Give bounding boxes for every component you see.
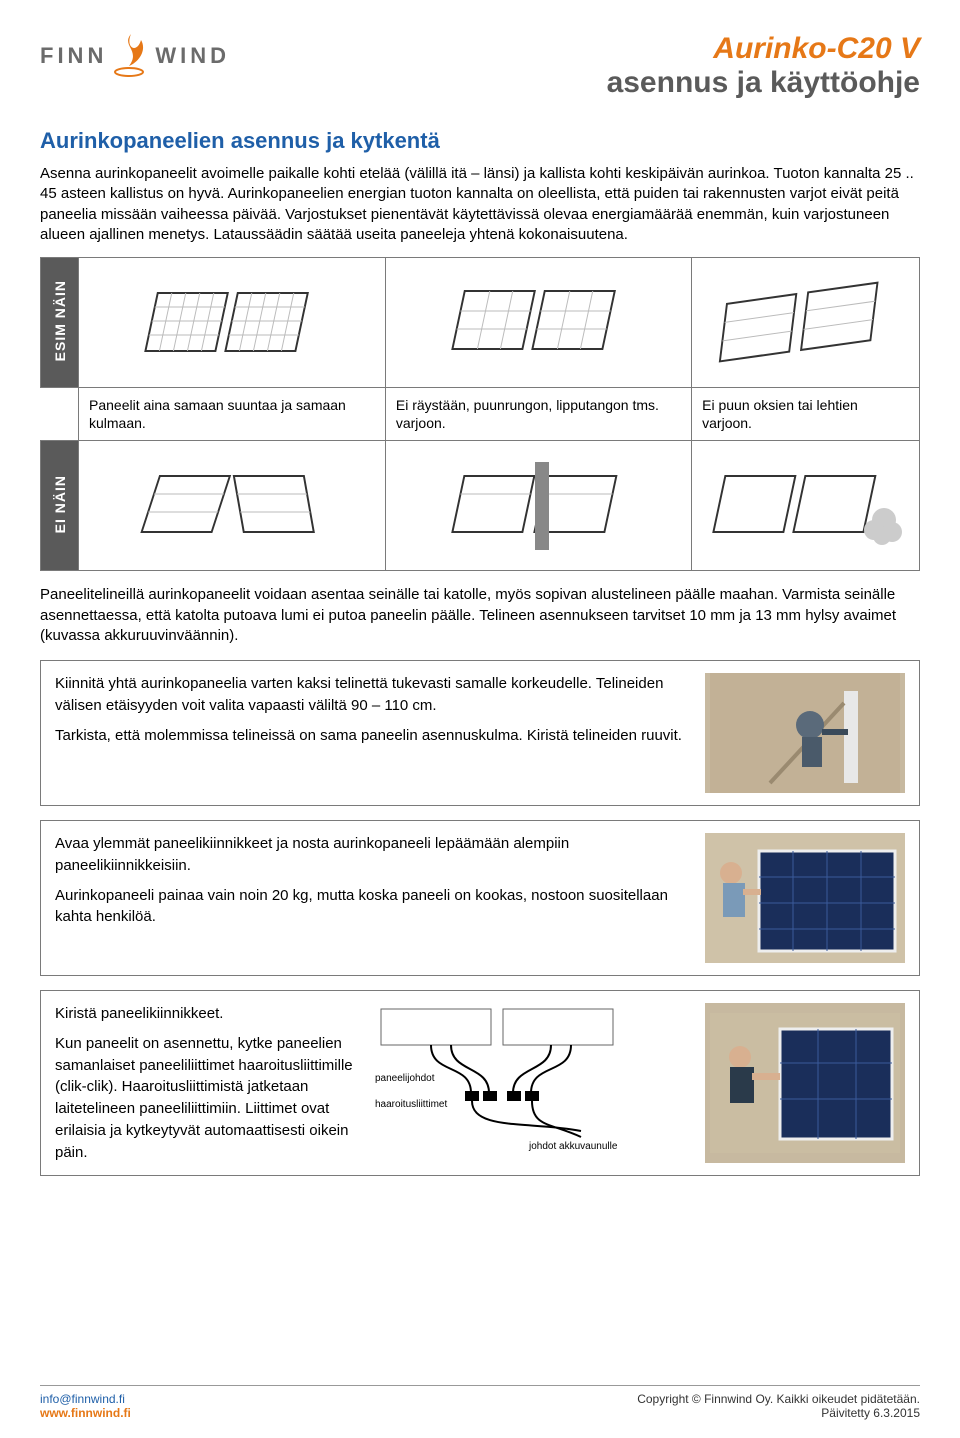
- esim-cell-2: [385, 258, 691, 388]
- ei-cell-1: [79, 441, 386, 571]
- step2-photo: [705, 833, 905, 963]
- caption-2: Ei räystään, puunrungon, lipputangon tms…: [385, 388, 691, 441]
- caption-1: Paneelit aina samaan suuntaa ja samaan k…: [79, 388, 386, 441]
- step2-line-b: Aurinkopaneeli painaa vain noin 20 kg, m…: [55, 885, 689, 929]
- logo-text-left: FINN: [40, 43, 107, 69]
- esim-cell-3: [692, 258, 920, 388]
- caption-3: Ei puun oksien tai lehtien varjoon.: [692, 388, 920, 441]
- logo-text-right: WIND: [155, 43, 230, 69]
- esim-cell-1: [79, 258, 386, 388]
- panels-tree-shadow-icon: [706, 454, 906, 554]
- panels-clear-icon: [439, 271, 639, 371]
- footer-email[interactable]: info@finnwind.fi: [40, 1392, 125, 1406]
- panels-pole-shadow-icon: [439, 454, 639, 554]
- page-header: FINN WIND Aurinko-C20 V asennus ja käytt…: [40, 32, 920, 100]
- step3-photo: [705, 1003, 905, 1163]
- label-ei: EI NÄIN: [41, 441, 79, 571]
- panels-misaligned-icon: [132, 454, 332, 554]
- doc-subtitle: asennus ja käyttöohje: [607, 66, 920, 100]
- intro-text: Asenna aurinkopaneelit avoimelle paikall…: [40, 164, 920, 245]
- footer-copyright: Copyright © Finnwind Oy. Kaikki oikeudet…: [637, 1392, 920, 1406]
- flame-icon: [111, 32, 151, 80]
- section-title: Aurinkopaneelien asennus ja kytkentä: [40, 128, 920, 154]
- examples-table: ESIM NÄIN: [40, 257, 920, 571]
- panels-tilted-icon: [706, 271, 906, 371]
- ei-cell-2: [385, 441, 691, 571]
- panels-aligned-icon: [132, 273, 332, 373]
- logo: FINN WIND: [40, 32, 230, 80]
- page-footer: info@finnwind.fi www.finnwind.fi Copyrig…: [40, 1385, 920, 1420]
- footer-www[interactable]: www.finnwind.fi: [40, 1406, 131, 1420]
- wiring-label-1: paneelijohdot: [375, 1073, 435, 1084]
- product-name: Aurinko-C20 V: [607, 32, 920, 66]
- step3-line-b: Kun paneelit on asennettu, kytke paneeli…: [55, 1033, 355, 1164]
- step-3: Kiristä paneelikiinnikkeet. Kun paneelit…: [40, 990, 920, 1176]
- wiring-diagram: paneelijohdot haaroitusliittimet johdot …: [371, 1003, 689, 1163]
- wiring-label-3: johdot akkuvaunulle: [528, 1141, 618, 1152]
- title-block: Aurinko-C20 V asennus ja käyttöohje: [607, 32, 920, 100]
- footer-updated: Päivitetty 6.3.2015: [637, 1406, 920, 1420]
- step1-photo: [705, 673, 905, 793]
- wiring-label-2: haaroitusliittimet: [375, 1099, 447, 1110]
- step-2: Avaa ylemmät paneelikiinnikkeet ja nosta…: [40, 820, 920, 976]
- label-esim: ESIM NÄIN: [41, 258, 79, 388]
- step1-line-a: Kiinnitä yhtä aurinkopaneelia varten kak…: [55, 673, 689, 717]
- step-1: Kiinnitä yhtä aurinkopaneelia varten kak…: [40, 660, 920, 806]
- mid-text: Paneelitelineillä aurinkopaneelit voidaa…: [40, 585, 920, 646]
- step3-line-a: Kiristä paneelikiinnikkeet.: [55, 1003, 355, 1025]
- step1-line-b: Tarkista, että molemmissa telineissä on …: [55, 725, 689, 747]
- step2-line-a: Avaa ylemmät paneelikiinnikkeet ja nosta…: [55, 833, 689, 877]
- ei-cell-3: [692, 441, 920, 571]
